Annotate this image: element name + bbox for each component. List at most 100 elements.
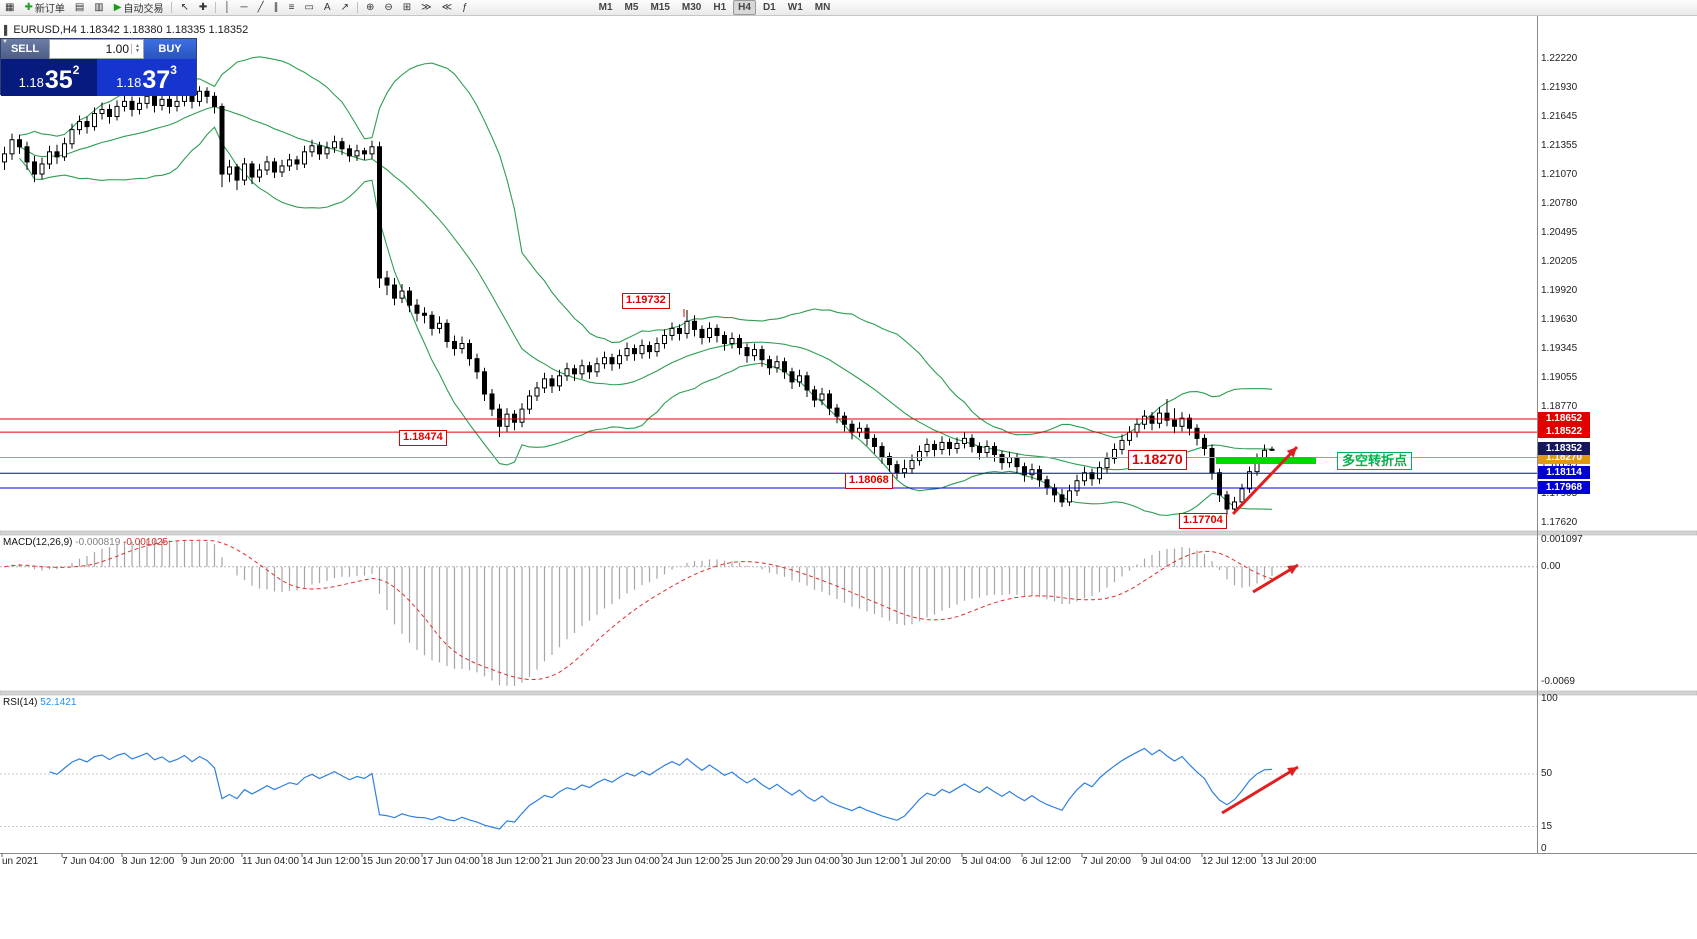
auto-scroll-icon[interactable]: ≫ <box>417 0 435 15</box>
bollinger-middle-band <box>19 106 1273 471</box>
text-label-icon[interactable]: A <box>320 0 335 15</box>
fibonacci-icon: ≡ <box>288 2 295 13</box>
stepper-down-icon: ▼ <box>135 48 140 54</box>
horizontal-line-icon: ─ <box>240 2 248 13</box>
zoom-in-icon[interactable]: ⊕ <box>362 0 378 15</box>
macd-signal-value: -0.001025 <box>123 537 169 548</box>
rsi-indicator-label: RSI(14) 52.1421 <box>3 697 76 708</box>
macd-title: MACD(12,26,9) <box>3 537 73 548</box>
equidistant-channel-icon[interactable]: ∥ <box>270 0 283 15</box>
rsi-title: RSI(14) <box>3 697 38 708</box>
cursor-icon[interactable]: ↖ <box>176 0 192 15</box>
arrow-object-icon: ↗ <box>340 2 349 13</box>
new-order-button[interactable]: ✚ 新订单 <box>20 0 68 15</box>
timeframe-button-m1[interactable]: M1 <box>598 2 613 13</box>
rsi-value: 52.1421 <box>40 697 77 708</box>
charts-list-icon[interactable]: ▤ <box>71 0 88 15</box>
buy-button-label: BUY <box>158 43 182 55</box>
timeframe-button-w1[interactable]: W1 <box>787 2 803 13</box>
sell-price-button[interactable]: 1.18 35 2 <box>1 59 98 96</box>
crosshair-icon[interactable]: ✚ <box>195 0 211 15</box>
auto-scroll-icon: ≫ <box>421 2 432 13</box>
autotrade-icon: ▶ <box>113 2 122 13</box>
turning-point-zone[interactable] <box>1216 457 1316 464</box>
cursor-icon: ↖ <box>180 2 189 13</box>
candlestick-icon: ▌ <box>4 25 11 35</box>
trend-arrow-head <box>1286 447 1297 458</box>
one-click-trading-panel: ▼ SELL 1.00 ▲ ▼ BUY 1.18 35 2 1.18 37 3 <box>0 38 197 96</box>
toolbar-separator <box>215 2 217 13</box>
market-watch-icon[interactable]: ▥ <box>90 0 107 15</box>
zoom-in-icon: ⊕ <box>365 2 375 13</box>
buy-price-point: 3 <box>170 63 177 77</box>
panel-divider[interactable] <box>0 690 1697 696</box>
turning-point-label[interactable]: 多空转折点 <box>1337 452 1413 470</box>
trend-arrow[interactable] <box>1231 445 1299 516</box>
price-annotation[interactable]: 1.19732 <box>622 293 670 309</box>
tile-windows-icon[interactable]: ⊞ <box>399 0 415 15</box>
timeframe-button-h1[interactable]: H1 <box>713 2 727 13</box>
toolbar: ▦ ✚ 新订单 ▤ ▥ ▶ 自动交易 ↖ ✚ │ ─ ╱ ∥ ≡ ▭ A ↗ ⊕ ⊖ ⊞ ≫ ≪ ƒ M1 M5 M15 M30 H1… <box>0 0 1697 16</box>
new-chart-icon: ▦ <box>5 2 15 13</box>
crosshair-icon: ✚ <box>198 2 208 13</box>
sell-price-point: 2 <box>72 63 80 77</box>
volume-stepper[interactable]: ▲ ▼ <box>131 44 143 54</box>
price-annotation[interactable]: 1.18068 <box>845 473 893 489</box>
price-annotation[interactable]: 1.18474 <box>399 430 447 446</box>
bollinger-upper-band <box>19 56 1273 439</box>
sell-button-label: SELL <box>10 43 40 55</box>
timeframe-button-m5[interactable]: M5 <box>624 2 639 13</box>
tile-windows-icon: ⊞ <box>402 2 412 13</box>
zoom-out-icon[interactable]: ⊖ <box>380 0 396 15</box>
macd-signal-line <box>4 539 1273 681</box>
equidistant-channel-icon: ∥ <box>273 2 279 13</box>
vertical-line-icon[interactable]: │ <box>220 0 234 15</box>
timeframe-button-m30[interactable]: M30 <box>681 2 702 13</box>
rsi-line <box>49 747 1273 830</box>
chart-shift-icon: ≪ <box>441 2 453 13</box>
price-annotation[interactable]: 1.18270 <box>1128 450 1187 470</box>
volume-input[interactable]: 1.00 ▲ ▼ <box>49 39 144 59</box>
ohlc-readout: ▌ EURUSD,H4 1.18342 1.18380 1.18335 1.183… <box>4 24 248 36</box>
trend-arrow[interactable] <box>1221 765 1299 815</box>
macd-main-value: -0.000819 <box>75 537 121 548</box>
autotrade-button[interactable]: ▶ 自动交易 <box>110 0 168 15</box>
fibonacci-icon[interactable]: ≡ <box>285 0 299 15</box>
horizontal-line-icon[interactable]: ─ <box>236 0 251 15</box>
timeframe-button-h4[interactable]: H4 <box>733 0 756 15</box>
macd-indicator-label: MACD(12,26,9) -0.000819 -0.001025 <box>3 537 168 548</box>
zoom-out-icon: ⊖ <box>384 2 393 13</box>
volume-value: 1.00 <box>105 42 129 56</box>
new-order-button-label: 新订单 <box>34 4 65 15</box>
buy-button[interactable]: BUY <box>144 39 196 59</box>
toolbar-separator <box>356 2 358 13</box>
indicators-icon: ƒ <box>462 2 468 13</box>
market-watch-icon: ▥ <box>94 2 104 13</box>
symbol-ohlc-text: EURUSD,H4 1.18342 1.18380 1.18335 1.1835… <box>13 24 249 36</box>
indicators-icon[interactable]: ƒ <box>458 0 472 15</box>
shapes-icon[interactable]: ▭ <box>300 0 317 15</box>
toolbar-separator <box>171 2 173 13</box>
sell-button[interactable]: ▼ SELL <box>1 39 49 59</box>
timeframe-button-d1[interactable]: D1 <box>762 2 776 13</box>
new-chart-icon[interactable]: ▦ <box>1 0 18 15</box>
panel-divider[interactable] <box>0 530 1697 536</box>
price-annotation[interactable]: 1.17704 <box>1179 513 1227 529</box>
trendline-icon[interactable]: ╱ <box>254 0 268 15</box>
shapes-icon: ▭ <box>304 2 314 13</box>
buy-price-button[interactable]: 1.18 37 3 <box>97 59 196 96</box>
charts-list-icon: ▤ <box>74 2 85 13</box>
trendline-icon: ╱ <box>257 2 264 13</box>
timeframe-button-m15[interactable]: M15 <box>650 2 670 13</box>
new-order-icon: ✚ <box>24 2 33 13</box>
panel-menu-icon[interactable]: ▼ <box>2 39 8 45</box>
sell-price-figure: 1.18 <box>18 75 44 90</box>
chart-shift-icon[interactable]: ≪ <box>438 0 456 15</box>
trend-arrow-head <box>1287 767 1298 777</box>
sell-price-pips: 35 <box>44 66 73 94</box>
timeframe-button-mn[interactable]: MN <box>814 2 831 13</box>
vertical-line-icon: │ <box>224 2 231 13</box>
arrow-object-icon[interactable]: ↗ <box>337 0 353 15</box>
